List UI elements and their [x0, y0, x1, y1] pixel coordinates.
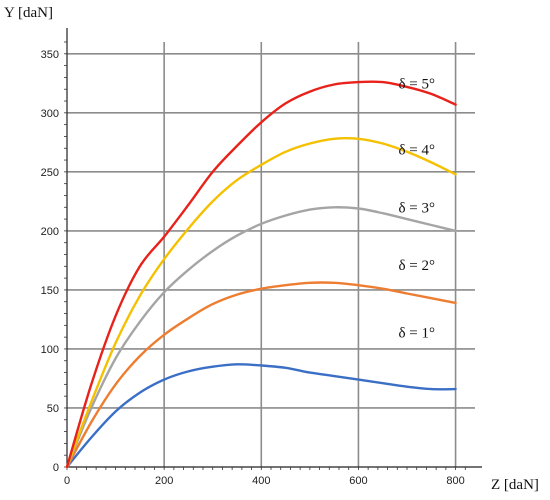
- grid: [67, 42, 475, 467]
- y-tick-label-3: 150: [41, 285, 59, 297]
- x-tick-label-1: 200: [155, 475, 173, 487]
- curve-label-4: δ = 4°: [398, 142, 435, 158]
- y-tick-label-5: 250: [41, 167, 59, 179]
- x-axis-title: Z [daN]: [491, 477, 539, 493]
- y-tick-label-4: 200: [41, 226, 59, 238]
- axes: [64, 28, 482, 470]
- labels: 0 50 100 150 200 250 300 350 0 200 400 600 800 δ = 1°…: [41, 49, 465, 487]
- curve-label-3: δ = 3°: [398, 200, 435, 216]
- series-line-2: [65, 281, 457, 469]
- curve-label-2: δ = 2°: [398, 258, 435, 274]
- curve-label-1: δ = 1°: [398, 325, 435, 341]
- series-group: [65, 80, 457, 469]
- x-tick-label-3: 600: [349, 475, 367, 487]
- x-tick-label-4: 800: [446, 475, 464, 487]
- y-tick-label-1: 50: [47, 403, 59, 415]
- x-tick-label-0: 0: [64, 475, 70, 487]
- y-tick-label-7: 350: [41, 49, 59, 61]
- y-tick-label-6: 300: [41, 108, 59, 120]
- y-axis-title: Y [daN]: [4, 5, 53, 21]
- curve-label-5: δ = 5°: [398, 76, 435, 92]
- series-line-1: [65, 363, 457, 469]
- series-line-4: [65, 137, 457, 469]
- y-tick-label-0: 0: [53, 462, 59, 474]
- series-line-5: [65, 80, 457, 469]
- y-tick-label-2: 100: [41, 344, 59, 356]
- x-tick-label-2: 400: [252, 475, 270, 487]
- series-line-3: [65, 206, 457, 469]
